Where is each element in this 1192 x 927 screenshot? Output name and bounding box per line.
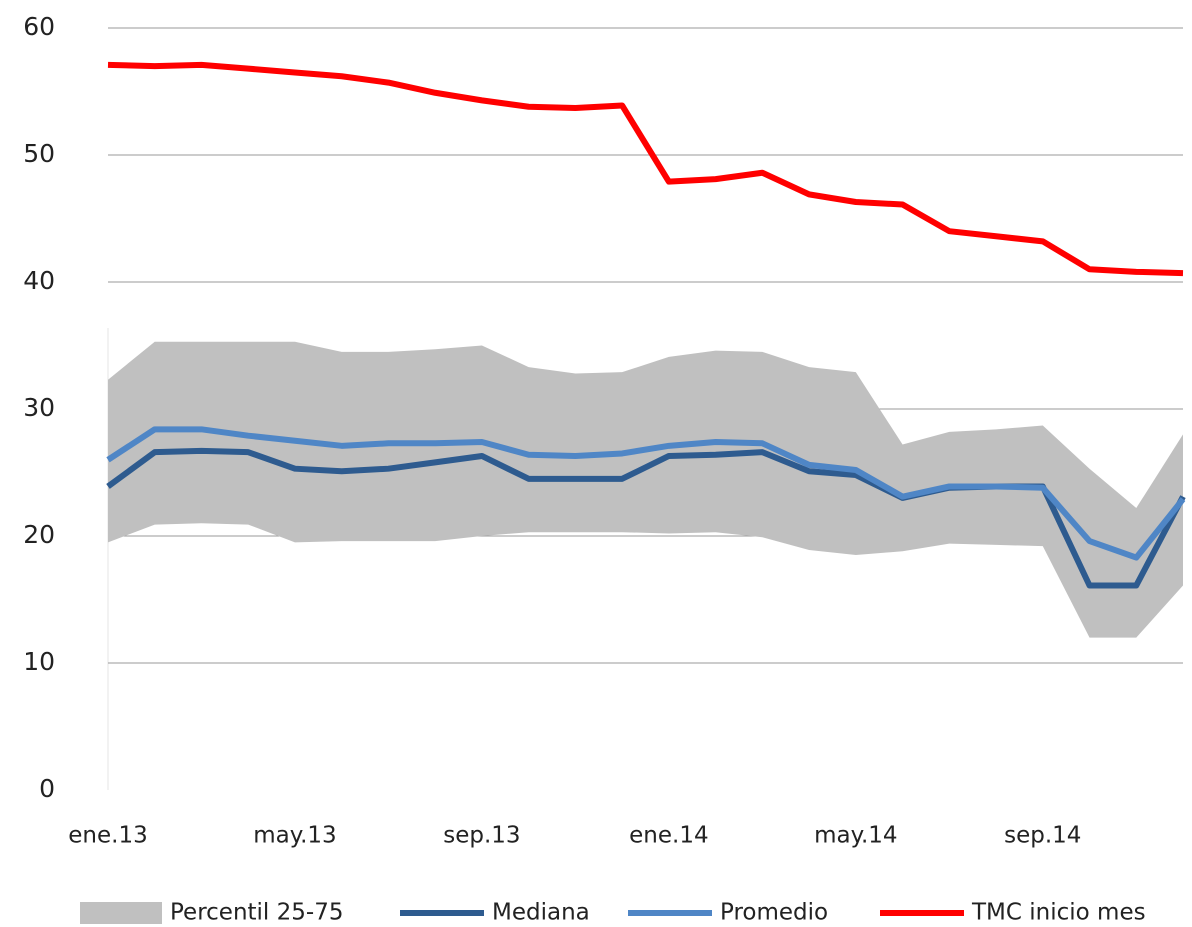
x-tick-label: ene.13 [68,823,147,849]
y-tick-label: 60 [23,12,55,41]
x-tick-label: sep.13 [443,823,520,849]
line-series [106,426,1186,561]
legend-label: Promedio [720,900,828,926]
line-series [107,61,1184,277]
y-tick-label: 40 [23,266,55,295]
legend-label: Percentil 25-75 [170,900,343,926]
y-tick-label: 0 [39,774,55,803]
legend-label: TMC inicio mes [971,900,1146,926]
x-tick-label: may.13 [253,823,336,849]
y-tick-label: 20 [23,520,55,549]
y-tick-label: 50 [23,139,55,168]
y-tick-label: 30 [23,393,55,422]
x-tick-label: may.14 [814,823,897,849]
x-tick-label: sep.14 [1004,823,1081,849]
x-tick-label: ene.14 [629,823,708,849]
legend-swatch [80,902,162,924]
legend-label: Mediana [492,900,590,926]
band-area [108,341,1183,638]
y-tick-label: 10 [23,647,55,676]
